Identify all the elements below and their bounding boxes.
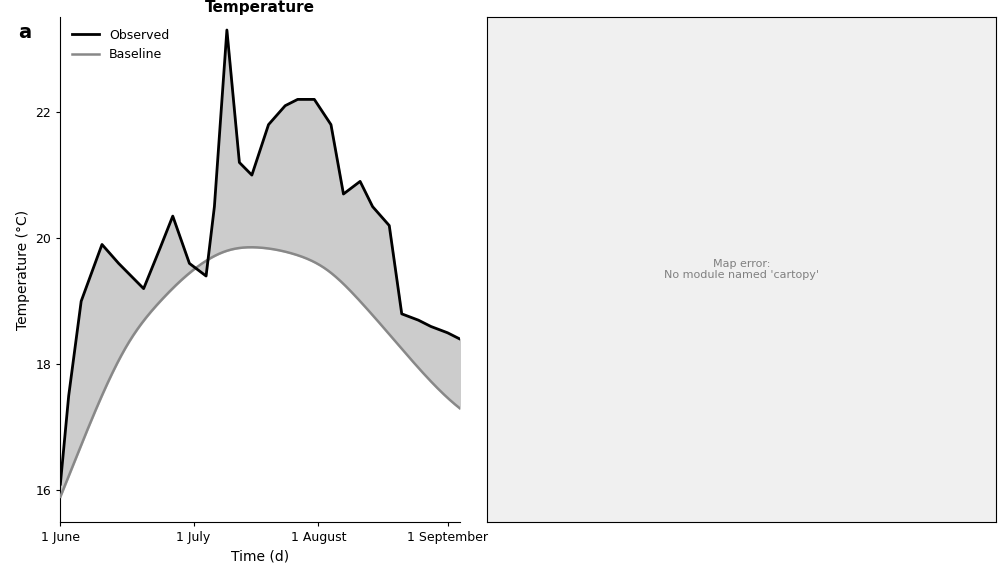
Title: Temperature: Temperature bbox=[205, 0, 315, 15]
Text: a: a bbox=[18, 23, 31, 42]
Y-axis label: Temperature (°C): Temperature (°C) bbox=[16, 209, 30, 330]
Text: Map error:
No module named 'cartopy': Map error: No module named 'cartopy' bbox=[664, 259, 819, 281]
X-axis label: Time (d): Time (d) bbox=[231, 550, 290, 564]
Legend: Observed, Baseline: Observed, Baseline bbox=[66, 24, 174, 66]
